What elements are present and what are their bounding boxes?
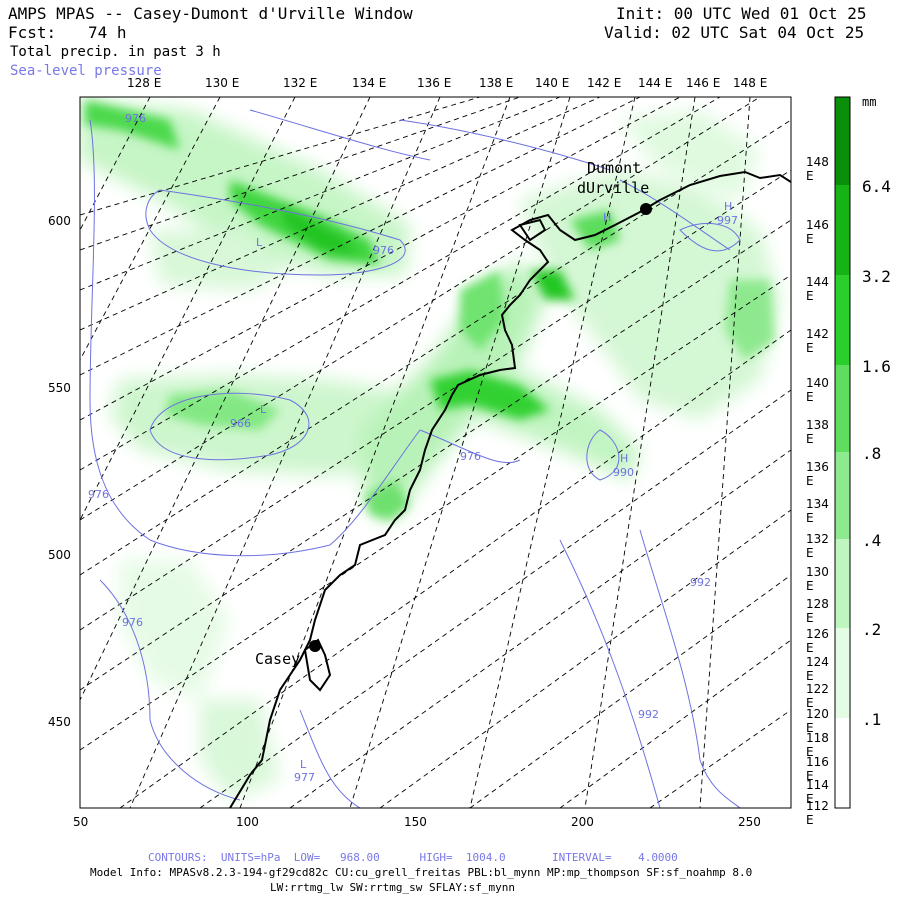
top-lon-label: 128 E xyxy=(127,76,162,90)
right-lon-label: 124 E xyxy=(806,655,829,683)
right-lon-label: 148 E xyxy=(806,155,829,183)
right-lon-label: 132 E xyxy=(806,532,829,560)
valid-time: Valid: 02 UTC Sat 04 Oct 25 xyxy=(604,23,865,42)
x-tick-label: 150 xyxy=(404,815,427,829)
top-lon-label: 138 E xyxy=(479,76,514,90)
pressure-contours xyxy=(89,109,741,808)
right-lon-label: 144 E xyxy=(806,275,829,303)
legend-label: 6.4 xyxy=(862,177,891,196)
x-tick-label: 250 xyxy=(738,815,761,829)
top-lon-label: 142 E xyxy=(587,76,622,90)
y-tick-label: 600 xyxy=(48,214,71,228)
top-lon-label: 130 E xyxy=(205,76,240,90)
casey-marker xyxy=(309,640,321,652)
top-lon-label: 148 E xyxy=(733,76,768,90)
top-lon-label: 140 E xyxy=(535,76,570,90)
station-name: Dumont xyxy=(587,159,642,177)
right-lon-label: 118 E xyxy=(806,731,829,759)
forecast-label: Fcst: xyxy=(8,23,57,42)
right-lon-label: 130 E xyxy=(806,565,829,593)
precip-heavy xyxy=(85,100,775,520)
map-area xyxy=(80,97,791,808)
field-name: Total precip. in past 3 h xyxy=(10,44,221,60)
precip-legend-labels: mm 6.4 3.2 1.6 .8 .4 .2 .1 xyxy=(858,0,898,900)
legend-unit: mm xyxy=(862,95,877,109)
x-axis-ticks: 50 100 150 200 250 xyxy=(0,815,900,833)
legend-label: 3.2 xyxy=(862,267,891,286)
x-tick-label: 200 xyxy=(571,815,594,829)
right-lon-label: 146 E xyxy=(806,218,829,246)
y-tick-label: 550 xyxy=(48,381,71,395)
init-time: Init: 00 UTC Wed 01 Oct 25 xyxy=(616,4,867,23)
y-tick-label: 500 xyxy=(48,548,71,562)
right-lon-label: 112 E xyxy=(806,799,829,827)
x-tick-label: 100 xyxy=(236,815,259,829)
map-title: AMPS MPAS -- Casey-Dumont d'Urville Wind… xyxy=(8,4,413,23)
top-lon-label: 132 E xyxy=(283,76,318,90)
model-info-physics: LW:rrtmg_lw SW:rrtmg_sw SFLAY:sf_mynn xyxy=(270,881,516,894)
right-lon-label: 128 E xyxy=(806,597,829,625)
top-lon-label: 144 E xyxy=(638,76,673,90)
right-lon-label: 120 E xyxy=(806,707,829,735)
legend-label: 1.6 xyxy=(862,357,891,376)
model-info: Model Info: MPASv8.2.3-194-gf29cd82c CU:… xyxy=(90,866,753,879)
coastline xyxy=(229,170,791,808)
right-lon-label: 114 E xyxy=(806,778,829,806)
legend-label: .1 xyxy=(862,710,882,729)
top-lon-label: 136 E xyxy=(417,76,452,90)
station-label-casey: Casey xyxy=(255,650,301,668)
contour-info: CONTOURS: UNITS=hPa LOW= 968.00 HIGH= 10… xyxy=(148,851,678,864)
y-tick-label: 450 xyxy=(48,715,71,729)
top-lon-label: 146 E xyxy=(686,76,721,90)
top-lon-label: 134 E xyxy=(352,76,387,90)
right-lon-label: 116 E xyxy=(806,755,829,783)
right-lon-label: 122 E xyxy=(806,682,829,710)
x-tick-label: 50 xyxy=(73,815,89,829)
right-lon-label: 142 E xyxy=(806,327,829,355)
legend-label: .2 xyxy=(862,620,882,639)
station-name-line2: dUrville xyxy=(577,179,650,197)
legend-label: .4 xyxy=(862,531,882,550)
map-frame xyxy=(79,96,792,809)
right-lon-label: 140 E xyxy=(806,376,829,404)
graticule xyxy=(80,97,791,808)
right-lon-label: 138 E xyxy=(806,418,829,446)
top-longitude-labels: 128 E 130 E 132 E 134 E 136 E 138 E 140 … xyxy=(0,76,900,94)
legend-label: .8 xyxy=(862,444,882,463)
precip-colorbar xyxy=(834,96,851,809)
right-lon-label: 136 E xyxy=(806,460,829,488)
right-lon-label: 126 E xyxy=(806,627,829,655)
forecast-hour: 74 h xyxy=(88,23,127,42)
dumont-durville-marker xyxy=(640,203,652,215)
right-lon-label: 134 E xyxy=(806,497,829,525)
station-label-dumont: Dumont dUrville xyxy=(577,158,649,198)
overlay-name: Sea-level pressure xyxy=(10,63,162,79)
y-axis-ticks: 600 550 500 450 xyxy=(45,0,79,900)
right-longitude-labels: 148 E 146 E 144 E 142 E 140 E 138 E 136 … xyxy=(798,0,834,900)
